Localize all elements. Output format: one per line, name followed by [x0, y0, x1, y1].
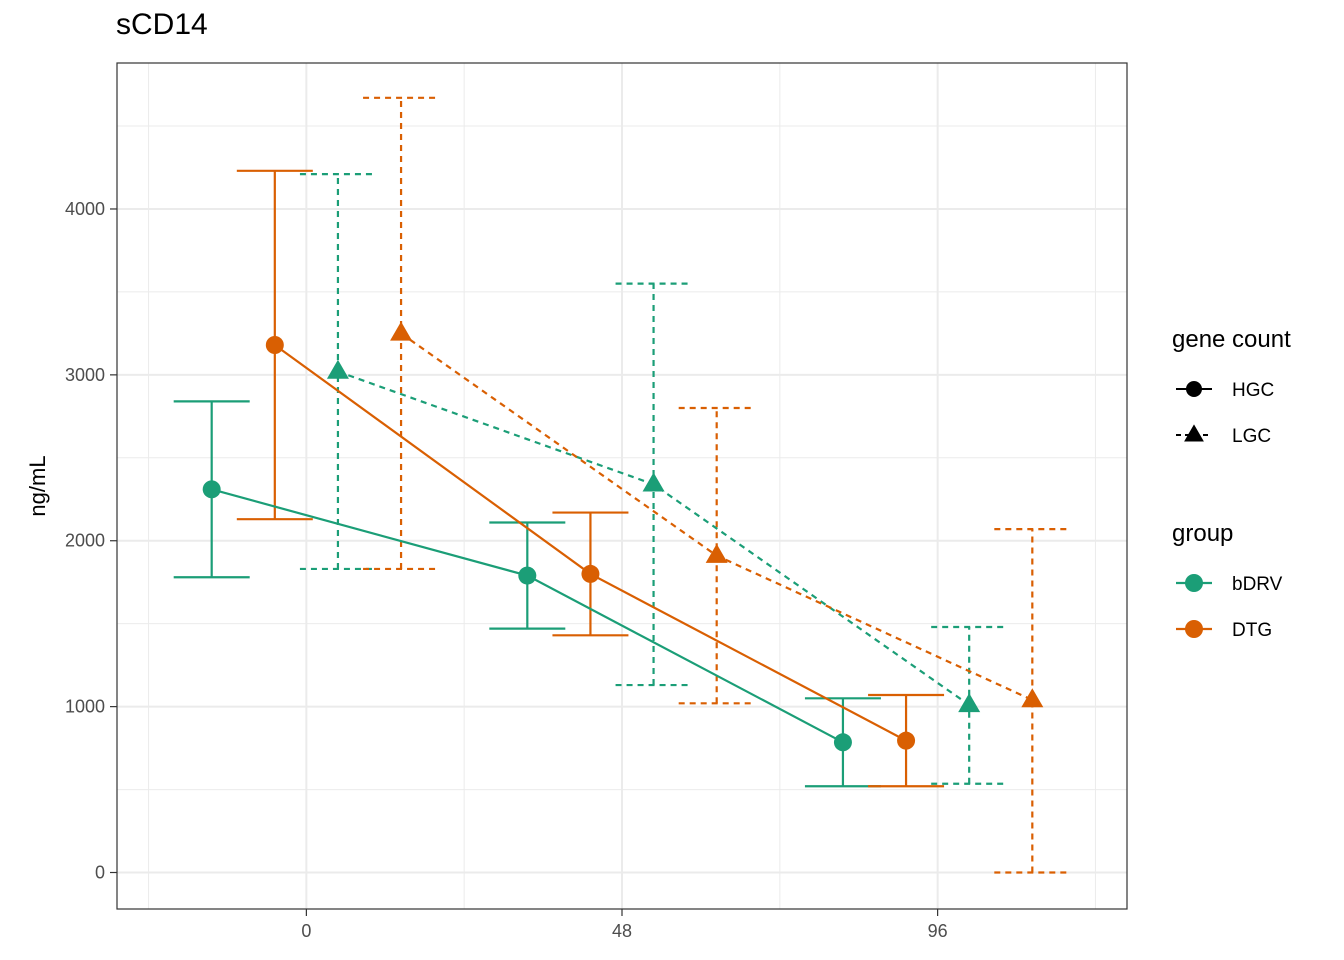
- data-point: [326, 359, 349, 379]
- legend-key-circle: [1185, 620, 1203, 638]
- legend-key-triangle: [1184, 424, 1204, 442]
- data-points: [202, 321, 1044, 752]
- data-point: [642, 472, 665, 492]
- x-tick-label: 0: [301, 921, 311, 941]
- axis-ticks: 0 1000 2000 3000 4000 0 48 96: [65, 199, 948, 941]
- data-point: [581, 564, 600, 583]
- data-point: [833, 733, 852, 752]
- legend: gene count HGC LGC group bDRV DTG: [1172, 326, 1291, 641]
- chart-title: sCD14: [116, 8, 208, 41]
- legend-key-circle: [1185, 574, 1203, 592]
- data-point: [958, 693, 981, 713]
- x-tick-label: 96: [928, 921, 948, 941]
- y-tick-label: 0: [95, 863, 105, 883]
- legend-label: bDRV: [1232, 574, 1283, 595]
- legend-label: DTG: [1232, 620, 1272, 641]
- y-tick-label: 4000: [65, 199, 105, 219]
- error-bars: [173, 96, 1071, 874]
- y-tick-label: 3000: [65, 365, 105, 385]
- data-point: [897, 731, 916, 750]
- data-point: [265, 336, 284, 354]
- legend-label: LGC: [1232, 426, 1271, 447]
- y-tick-label: 1000: [65, 697, 105, 717]
- grid-major: [117, 63, 1127, 909]
- x-tick-label: 48: [612, 921, 632, 941]
- data-point: [202, 480, 221, 499]
- legend-title-group: group: [1172, 520, 1233, 547]
- data-point: [1021, 688, 1044, 708]
- legend-key-circle: [1186, 381, 1202, 397]
- data-point: [390, 321, 413, 341]
- y-tick-label: 2000: [65, 531, 105, 551]
- legend-title-gene-count: gene count: [1172, 326, 1291, 353]
- y-axis-title: ng/mL: [25, 455, 50, 516]
- data-point: [518, 566, 537, 585]
- legend-label: HGC: [1232, 380, 1274, 401]
- data-point: [705, 543, 728, 563]
